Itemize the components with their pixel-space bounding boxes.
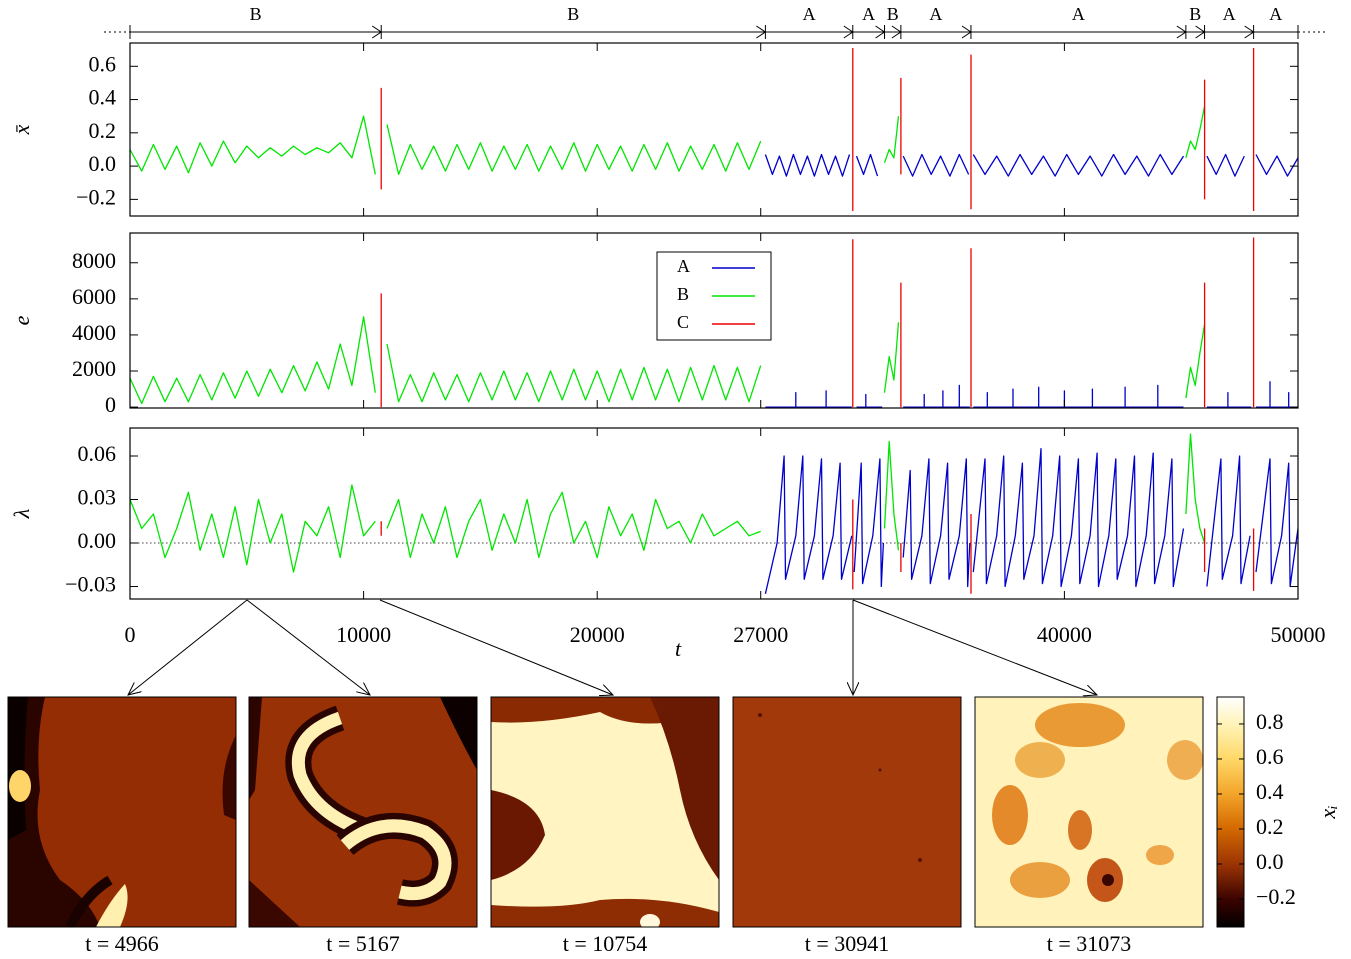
- regime-label: A: [862, 4, 875, 24]
- snapshot-label: t = 31073: [1047, 931, 1132, 956]
- data-line: [765, 381, 1298, 408]
- snapshot-image: [8, 697, 236, 927]
- regime-label: B: [250, 4, 262, 24]
- y-axis-label: λ: [9, 509, 34, 520]
- snapshot-label: t = 30941: [805, 931, 890, 956]
- snapshot-arrows: [128, 599, 1097, 695]
- y-tick-label: 6000: [72, 284, 116, 309]
- y-tick-label: −0.2: [76, 184, 116, 209]
- x-tick-label: 20000: [570, 622, 625, 647]
- regime-arrowhead: [756, 25, 767, 39]
- data-line: [380, 48, 1255, 211]
- regime-label: B: [567, 4, 579, 24]
- y-axis-label: x̄: [9, 124, 34, 135]
- regime-arrowhead: [891, 25, 902, 39]
- data-line: [380, 237, 1255, 408]
- y-tick-label: 0.4: [89, 85, 117, 110]
- regime-arrowhead: [875, 25, 886, 39]
- data-line: [130, 316, 1206, 405]
- snapshot-label: t = 10754: [563, 931, 648, 956]
- y-tick-label: 8000: [72, 248, 116, 273]
- snapshot-image: [733, 697, 961, 927]
- regime-arrowhead: [1195, 25, 1206, 39]
- y-tick-label: 4000: [72, 320, 116, 345]
- colorbar-tick-label: 0.2: [1256, 814, 1284, 839]
- data-line: [130, 433, 1206, 573]
- x-tick-label: 27000: [733, 622, 788, 647]
- y-tick-label: 0.2: [89, 118, 117, 143]
- data-line: [380, 499, 1255, 594]
- regime-arrowhead: [371, 25, 383, 39]
- x-tick-label: 50000: [1271, 622, 1326, 647]
- regime-label: A: [1269, 4, 1282, 24]
- snapshot-label: t = 5167: [326, 931, 400, 956]
- y-tick-label: 0.6: [89, 51, 117, 76]
- y-axis-label: e: [9, 315, 34, 325]
- colorbar-range: [1216, 696, 1245, 928]
- colorbar-tick-label: 0.0: [1256, 849, 1284, 874]
- regime-label: A: [1072, 4, 1085, 24]
- snapshot-image: [249, 697, 477, 927]
- plot-frame: [129, 427, 1299, 600]
- y-tick-label: 0: [105, 392, 116, 417]
- colorbar-label: xᵢ: [1315, 805, 1340, 819]
- x-axis-label: t: [675, 636, 682, 661]
- data-line: [764, 448, 1298, 594]
- colorbar-tick-label: 0.4: [1256, 779, 1284, 804]
- legend-label: A: [677, 256, 690, 276]
- colorbar-tick-label: 0.6: [1256, 744, 1284, 769]
- snapshot-image: [491, 697, 719, 927]
- regime-label: A: [1223, 4, 1236, 24]
- data-line: [130, 106, 1206, 176]
- image-frames: [7, 696, 1204, 928]
- y-tick-label: 0.06: [78, 441, 117, 466]
- regime-label: B: [887, 4, 899, 24]
- x-tick-label: 0: [125, 622, 136, 647]
- regime-arrowhead: [843, 25, 854, 39]
- colorbar: [1216, 696, 1245, 928]
- regime-arrowhead: [1244, 25, 1255, 39]
- regime-arrowhead: [1176, 25, 1187, 39]
- regime-label: A: [803, 4, 816, 24]
- snapshot-label: t = 4966: [85, 931, 159, 956]
- colorbar-tick-label: −0.2: [1256, 884, 1296, 909]
- y-tick-label: 0.00: [78, 528, 117, 553]
- legend-label: B: [677, 284, 689, 304]
- y-tick-label: 0.0: [89, 151, 117, 176]
- x-tick-label: 10000: [336, 622, 391, 647]
- plot-frame: [129, 232, 1299, 409]
- regime-arrowhead: [961, 25, 972, 39]
- y-tick-label: 2000: [72, 356, 116, 381]
- data-line: [764, 153, 1298, 177]
- snapshot-image: [975, 697, 1203, 927]
- colorbar-tick-label: 0.8: [1256, 709, 1284, 734]
- legend-label: C: [677, 312, 689, 332]
- regime-label: B: [1189, 4, 1201, 24]
- plot-frame: [129, 42, 1299, 217]
- x-tick-label: 40000: [1037, 622, 1092, 647]
- y-tick-label: 0.03: [78, 485, 117, 510]
- y-tick-label: −0.03: [65, 572, 116, 597]
- regime-label: A: [929, 4, 942, 24]
